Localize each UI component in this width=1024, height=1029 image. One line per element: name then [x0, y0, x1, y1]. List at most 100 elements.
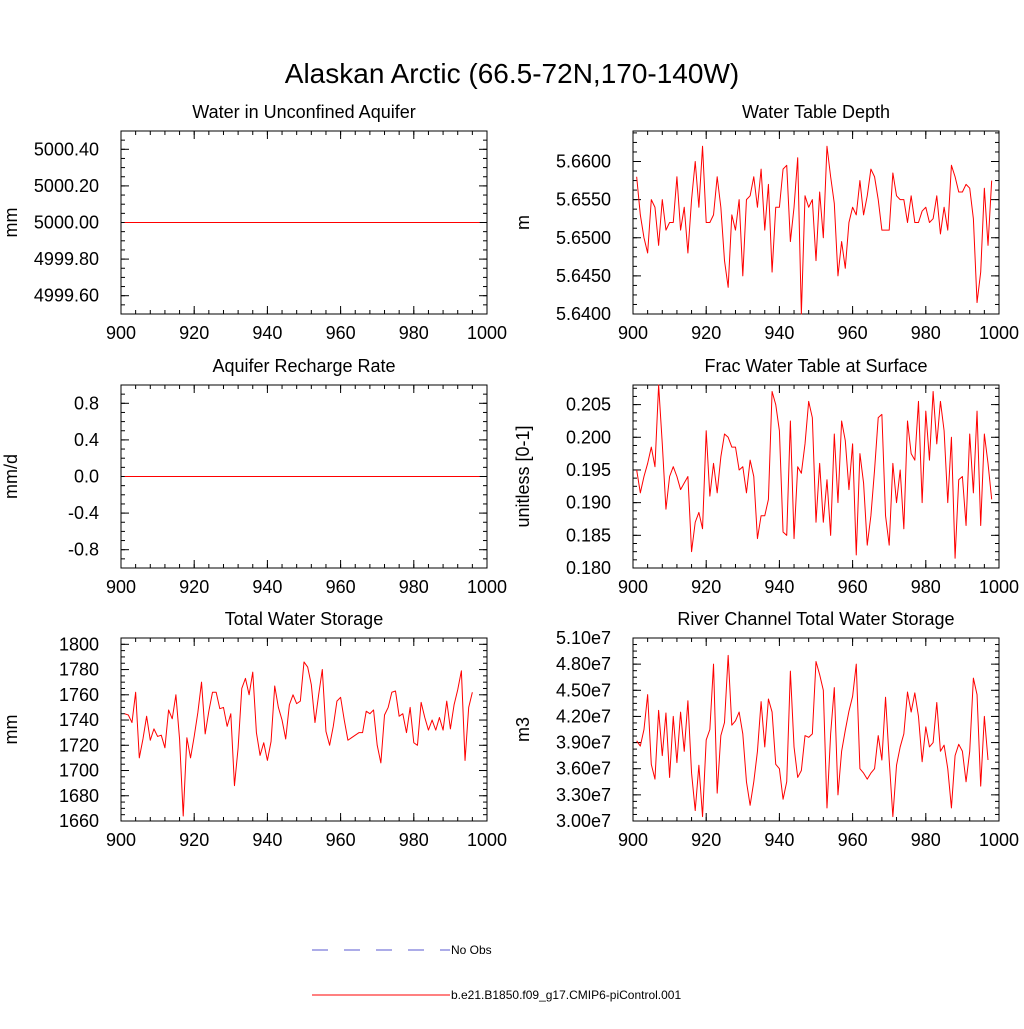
x-tick-label: 960	[838, 323, 868, 343]
x-tick-label: 980	[911, 577, 941, 597]
y-tick-label: 3.60e7	[556, 759, 611, 779]
panel-title: Water Table Depth	[742, 102, 890, 122]
series-line-model	[636, 145, 993, 315]
x-tick-label: 960	[326, 323, 356, 343]
y-tick-label: -0.4	[68, 503, 99, 523]
x-tick-label: 1000	[467, 830, 507, 850]
y-tick-label: 5.6400	[556, 304, 611, 324]
plot-frame	[120, 637, 488, 822]
y-tick-label: -0.8	[68, 540, 99, 560]
y-tick-label: 1740	[59, 710, 99, 730]
x-tick-label: 980	[399, 577, 429, 597]
y-tick-label: 1720	[59, 735, 99, 755]
x-tick-label: 900	[618, 577, 648, 597]
figure-title: Alaskan Arctic (66.5-72N,170-140W)	[285, 58, 739, 89]
legend-label-obs: No Obs	[451, 943, 492, 957]
panel-2: Water Table Depth m 900 920 940 960 980 1000 5.6…	[513, 102, 1019, 343]
y-tick-label: 5.6550	[556, 190, 611, 210]
y-tick-label: 3.00e7	[556, 811, 611, 831]
panel-title: River Channel Total Water Storage	[677, 609, 954, 629]
x-tick-label: 1000	[467, 577, 507, 597]
y-tick-label: 4.20e7	[556, 706, 611, 726]
x-tick-label: 980	[399, 830, 429, 850]
x-tick-label: 920	[179, 577, 209, 597]
y-tick-label: 0.4	[74, 430, 99, 450]
x-tick-label: 940	[252, 830, 282, 850]
x-tick-label: 940	[252, 323, 282, 343]
legend-label-model: b.e21.B1850.f09_g17.CMIP6-piControl.001	[451, 988, 681, 1002]
series-line-model	[636, 384, 993, 559]
y-tick-label: 0.190	[566, 493, 611, 513]
y-tick-label: 5.6450	[556, 266, 611, 286]
y-tick-label: 5.6600	[556, 152, 611, 172]
panel-1: Water in Unconfined Aquifer mm 900 920 940 96…	[1, 102, 507, 343]
x-tick-label: 920	[691, 577, 721, 597]
x-tick-label: 1000	[979, 830, 1019, 850]
x-tick-label: 1000	[979, 577, 1019, 597]
x-tick-label: 900	[618, 830, 648, 850]
y-axis-label: mm/d	[1, 454, 21, 499]
panel-6: River Channel Total Water Storage m3 900 92…	[513, 609, 1019, 850]
panel-5: Total Water Storage mm 900 920 940 960 980 1000…	[1, 609, 507, 850]
x-tick-label: 920	[179, 830, 209, 850]
y-tick-label: 0.200	[566, 427, 611, 447]
x-tick-label: 900	[106, 323, 136, 343]
x-tick-label: 940	[764, 323, 794, 343]
y-tick-label: 5000.00	[34, 213, 99, 233]
y-tick-label: 3.90e7	[556, 733, 611, 753]
y-tick-label: 0.185	[566, 525, 611, 545]
x-tick-label: 960	[838, 577, 868, 597]
y-tick-label: 3.30e7	[556, 785, 611, 805]
plot-frame	[632, 130, 1000, 315]
y-tick-label: 1800	[59, 634, 99, 654]
y-tick-label: 0.0	[74, 467, 99, 487]
panel-title: Frac Water Table at Surface	[704, 356, 927, 376]
x-tick-label: 900	[618, 323, 648, 343]
x-tick-label: 1000	[979, 323, 1019, 343]
y-tick-label: 1780	[59, 660, 99, 680]
x-tick-label: 940	[252, 577, 282, 597]
y-tick-label: 5000.20	[34, 176, 99, 196]
y-tick-label: 4999.80	[34, 249, 99, 269]
panel-4: Frac Water Table at Surface unitless [0-1…	[513, 356, 1019, 597]
panels: Water in Unconfined Aquifer mm 900 920 940 96…	[1, 102, 1019, 850]
plot-frame	[632, 384, 1000, 569]
x-tick-label: 980	[911, 830, 941, 850]
y-tick-label: 0.205	[566, 395, 611, 415]
y-tick-label: 4999.60	[34, 286, 99, 306]
x-tick-label: 900	[106, 830, 136, 850]
legend: No Obs b.e21.B1850.f09_g17.CMIP6-piContr…	[312, 943, 681, 1002]
y-tick-label: 0.180	[566, 558, 611, 578]
x-tick-label: 900	[106, 577, 136, 597]
x-tick-label: 980	[911, 323, 941, 343]
y-axis-label: m	[513, 215, 533, 230]
y-tick-label: 1760	[59, 685, 99, 705]
y-tick-label: 0.195	[566, 460, 611, 480]
x-tick-label: 960	[326, 830, 356, 850]
x-tick-label: 960	[326, 577, 356, 597]
series-line-model	[636, 654, 989, 818]
panel-3: Aquifer Recharge Rate mm/d 900 920 940 960 980…	[1, 356, 507, 597]
panel-title: Aquifer Recharge Rate	[212, 356, 395, 376]
y-tick-label: 4.50e7	[556, 680, 611, 700]
x-tick-label: 920	[691, 830, 721, 850]
x-tick-label: 940	[764, 577, 794, 597]
x-tick-label: 960	[838, 830, 868, 850]
y-axis-label: unitless [0-1]	[513, 425, 533, 527]
y-tick-label: 1700	[59, 761, 99, 781]
y-tick-label: 4.80e7	[556, 654, 611, 674]
y-tick-label: 5.6500	[556, 228, 611, 248]
panel-title: Total Water Storage	[225, 609, 383, 629]
y-tick-label: 5.10e7	[556, 628, 611, 648]
y-axis-label: mm	[1, 208, 21, 238]
series-line-model	[124, 661, 473, 817]
x-tick-label: 920	[691, 323, 721, 343]
x-tick-label: 1000	[467, 323, 507, 343]
y-tick-label: 1680	[59, 786, 99, 806]
y-axis-label: m3	[513, 717, 533, 742]
y-axis-label: mm	[1, 715, 21, 745]
x-tick-label: 920	[179, 323, 209, 343]
panel-title: Water in Unconfined Aquifer	[192, 102, 415, 122]
